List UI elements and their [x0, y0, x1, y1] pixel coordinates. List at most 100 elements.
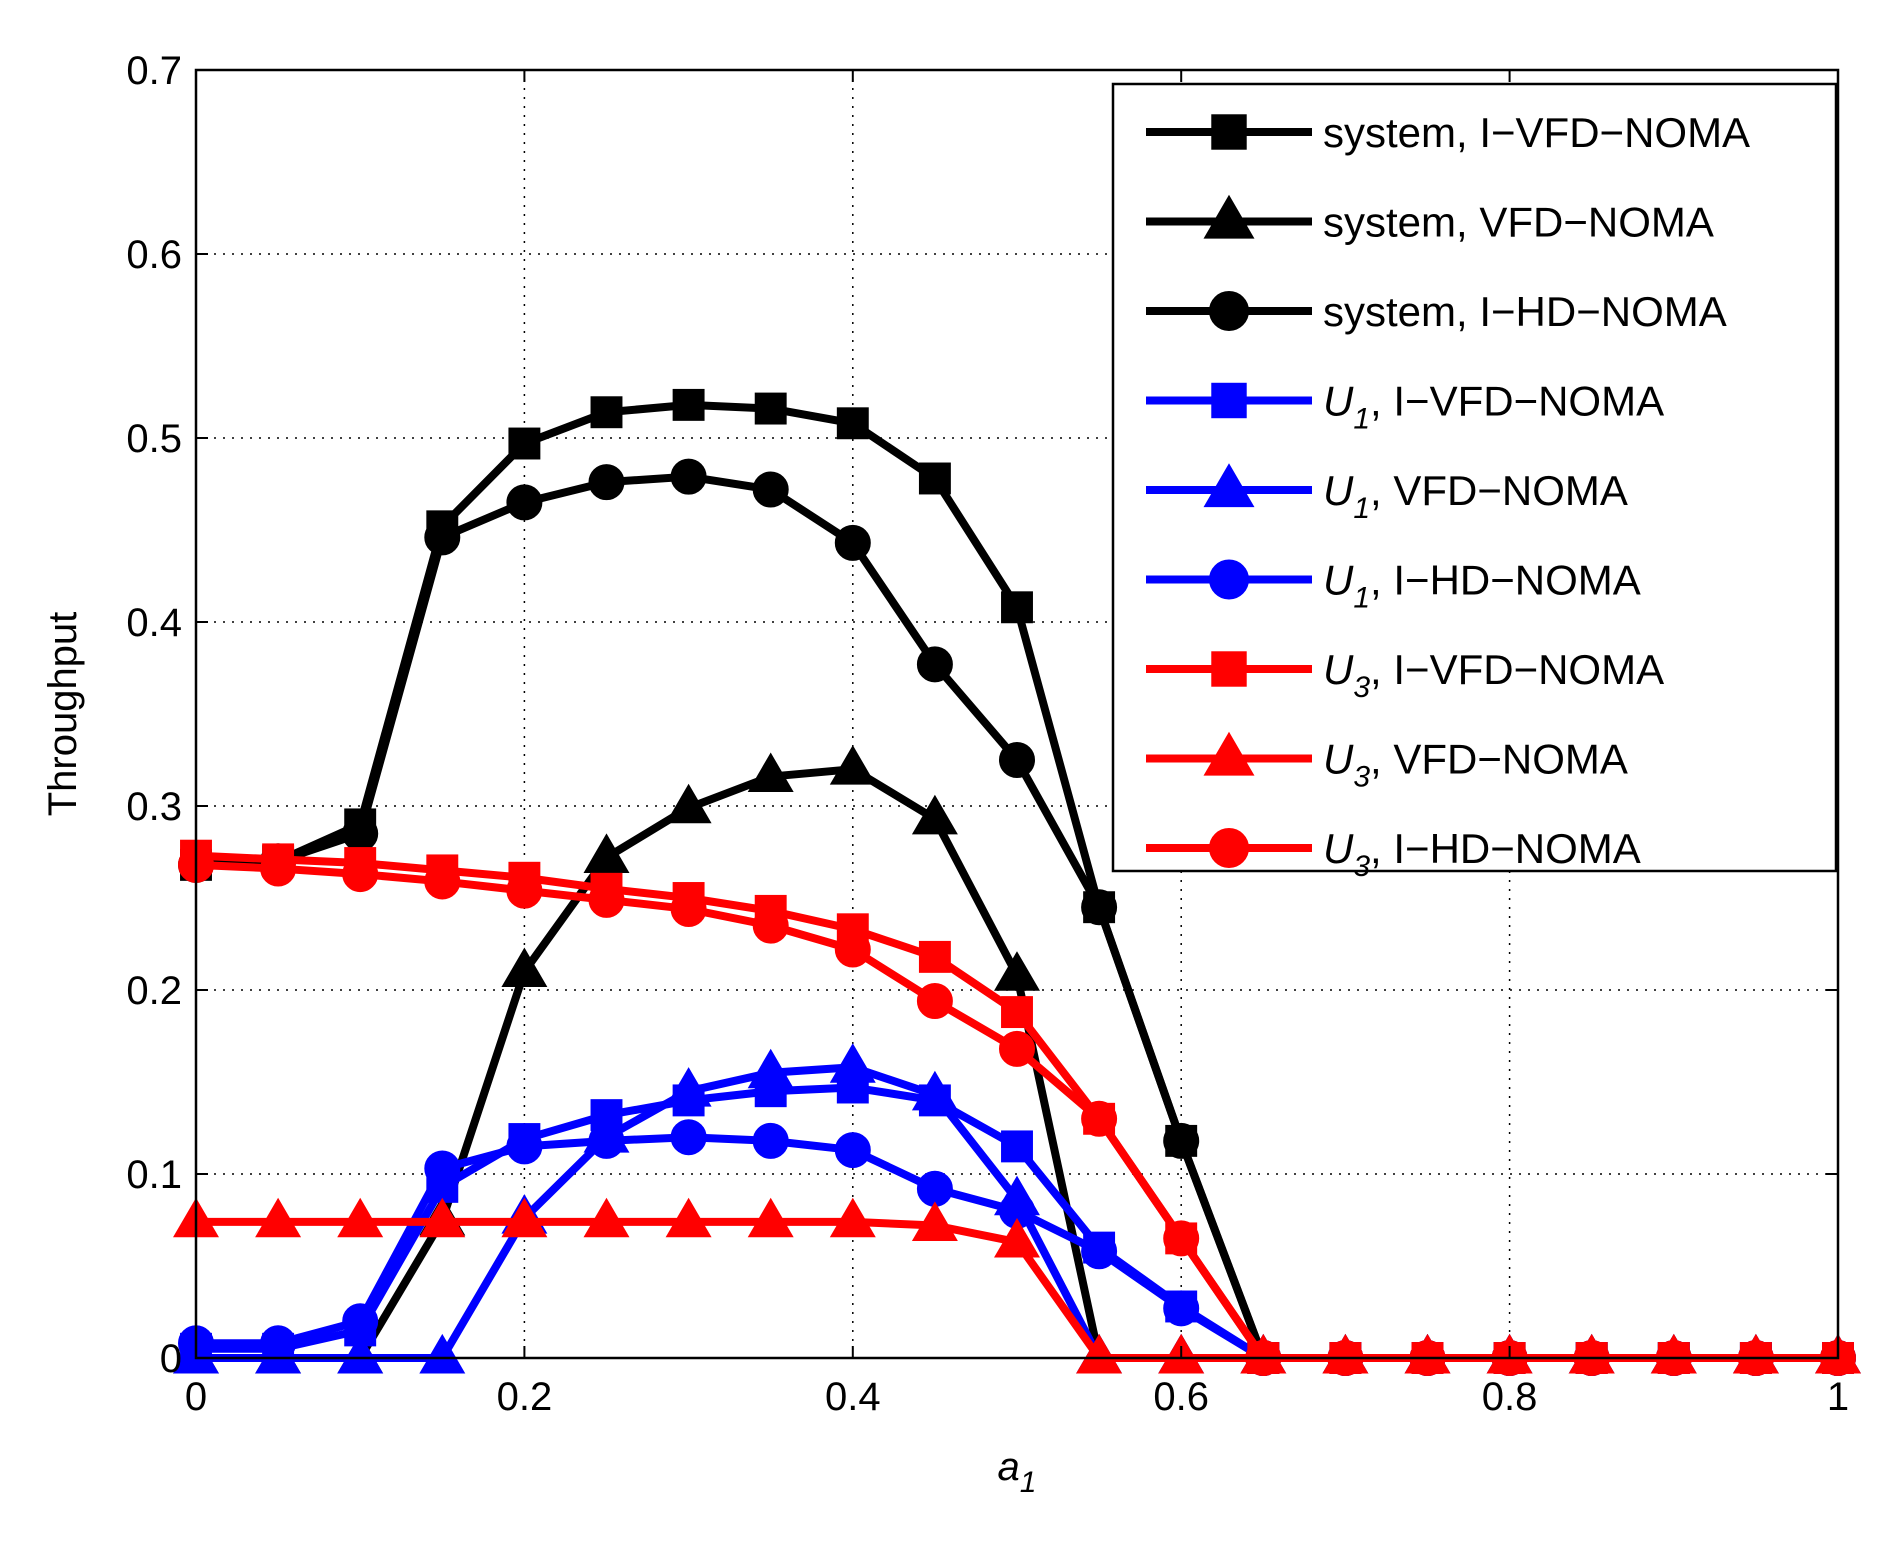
data-point	[1163, 1220, 1200, 1257]
data-point	[260, 850, 297, 887]
y-tick-label: 0.2	[126, 969, 182, 1013]
data-point	[255, 1197, 302, 1238]
data-point	[916, 646, 953, 683]
legend-scheme: , VFD−NOMA	[1370, 736, 1628, 783]
data-point	[1001, 591, 1033, 624]
data-point	[1163, 1122, 1200, 1159]
data-point	[747, 752, 794, 793]
data-point	[999, 1030, 1035, 1067]
legend-entry: system, I−HD−NOMA	[1146, 288, 1727, 335]
legend-user-subscript: 3	[1353, 761, 1370, 794]
data-point	[665, 1067, 712, 1107]
data-point	[918, 462, 951, 495]
data-point	[255, 1333, 302, 1374]
legend-user-subscript: 3	[1353, 671, 1370, 704]
data-point	[670, 891, 707, 928]
data-point	[829, 745, 876, 785]
x-tick-label: 0.4	[825, 1375, 881, 1419]
legend-entry: system, I−VFD−NOMA	[1146, 109, 1750, 156]
y-tick-label: 0.1	[126, 1153, 182, 1197]
legend-user-subscript: 1	[1353, 492, 1370, 525]
data-point	[1404, 1333, 1451, 1374]
data-point	[911, 794, 958, 835]
data-point	[1081, 1100, 1118, 1137]
data-point	[337, 1333, 384, 1374]
y-axis-label: Throughput	[41, 612, 85, 817]
data-point	[829, 1043, 876, 1083]
data-point	[342, 1303, 379, 1340]
legend-label: system, VFD−NOMA	[1323, 199, 1714, 246]
x-tick-label: 0	[185, 1375, 207, 1419]
data-point	[1081, 1233, 1118, 1270]
axis-labels: a1 Throughput	[41, 612, 1036, 1499]
data-point	[342, 815, 379, 852]
legend-label: system, I−VFD−NOMA	[1323, 109, 1750, 156]
data-point	[419, 1197, 466, 1238]
data-point	[506, 1128, 543, 1165]
legend-user: U	[1323, 467, 1354, 514]
legend-scheme: , I−VFD−NOMA	[1370, 646, 1664, 693]
legend-user: U	[1323, 557, 1354, 604]
legend-user: U	[1323, 825, 1354, 872]
data-point	[1076, 1333, 1123, 1374]
legend-user-subscript: 1	[1353, 403, 1370, 436]
data-point	[834, 1132, 871, 1169]
legend-entry: U1, VFD−NOMA	[1146, 463, 1628, 525]
data-point	[994, 951, 1040, 991]
data-point	[508, 427, 541, 460]
data-point	[916, 983, 953, 1020]
legend-label: U1, I−VFD−NOMA	[1323, 378, 1664, 436]
x-axis-label-main: a	[998, 1445, 1020, 1489]
x-tick-label: 1	[1827, 1375, 1849, 1419]
data-point	[754, 392, 787, 425]
legend-entry: U3, I−HD−NOMA	[1146, 825, 1641, 883]
data-point	[424, 519, 461, 556]
data-point	[583, 1113, 630, 1153]
data-point	[672, 388, 705, 421]
data-point	[829, 1197, 876, 1238]
legend-marker	[1203, 731, 1255, 776]
data-point	[583, 1197, 630, 1238]
legend-marker	[1211, 114, 1247, 150]
data-point	[1001, 1130, 1033, 1163]
data-point	[583, 833, 630, 873]
data-point	[752, 1122, 789, 1159]
legend: system, I−VFD−NOMA system, VFD−NOMA system…	[1111, 82, 1838, 883]
y-tick-label: 0.6	[126, 233, 182, 277]
legend-entry: U1, I−VFD−NOMA	[1146, 378, 1664, 436]
data-point	[588, 881, 625, 918]
legend-scheme: , I−HD−NOMA	[1370, 557, 1641, 604]
data-point	[747, 1048, 794, 1089]
legend-scheme: , I−HD−NOMA	[1370, 825, 1641, 872]
legend-label: U3, I−HD−NOMA	[1323, 825, 1641, 883]
legend-marker	[1211, 651, 1247, 687]
x-tick-label: 0.2	[497, 1375, 553, 1419]
legend-label: U1, I−HD−NOMA	[1323, 557, 1641, 615]
data-point	[501, 1197, 548, 1238]
data-point	[588, 464, 625, 501]
data-point	[752, 471, 789, 508]
data-point	[665, 1197, 712, 1238]
legend-entry: system, VFD−NOMA	[1146, 194, 1714, 246]
data-point	[590, 396, 623, 429]
legend-label: U3, I−VFD−NOMA	[1323, 646, 1664, 704]
x-axis-label: a1	[998, 1445, 1037, 1499]
data-point	[424, 863, 461, 900]
legend-user: U	[1323, 736, 1354, 783]
data-point	[994, 1217, 1040, 1258]
data-point	[337, 1197, 384, 1238]
data-point	[911, 1070, 958, 1111]
data-point	[1001, 996, 1033, 1029]
legend-marker	[1209, 828, 1249, 868]
legend-marker	[1203, 194, 1255, 239]
y-tick-label: 0.4	[126, 601, 182, 645]
data-point	[1568, 1333, 1615, 1374]
data-point	[670, 1119, 707, 1156]
legend-entry: U3, VFD−NOMA	[1146, 731, 1628, 794]
data-point	[752, 907, 789, 944]
legend-user: U	[1323, 378, 1354, 425]
data-point	[836, 407, 869, 440]
data-point	[999, 742, 1035, 778]
